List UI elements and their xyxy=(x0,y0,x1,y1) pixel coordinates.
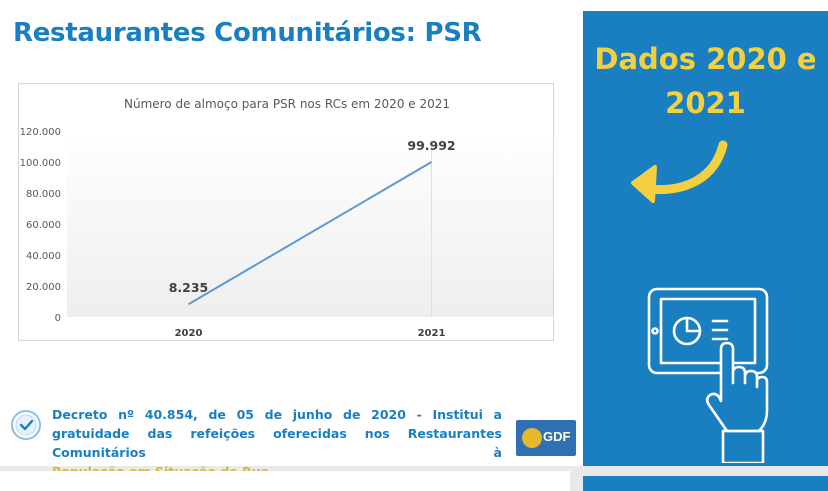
y-tick-label: 120.000 xyxy=(20,127,61,138)
chart: Número de almoço para PSR nos RCs em 202… xyxy=(18,83,554,341)
data-label: 99.992 xyxy=(407,138,455,153)
y-tick-label: 40.000 xyxy=(26,251,61,262)
curved-arrow-left-icon xyxy=(631,140,728,203)
series-line xyxy=(187,161,433,306)
tablet-touch-icon xyxy=(647,287,769,463)
panel-title: Dados 2020 e 2021 xyxy=(594,42,817,120)
decree-main: Decreto nº 40.854, de 05 de junho de 202… xyxy=(52,407,502,460)
gdf-logo-text: GDF xyxy=(543,429,571,444)
plot-area xyxy=(67,131,553,317)
y-tick-label: 60.000 xyxy=(26,220,61,231)
sun-icon xyxy=(522,428,542,448)
next-slide-peek xyxy=(0,471,570,491)
gdf-logo: GDF xyxy=(516,420,576,456)
y-tick-label: 20.000 xyxy=(26,282,61,293)
page-title: Restaurantes Comunitários: PSR xyxy=(13,18,482,48)
chart-svg: Número de almoço para PSR nos RCs em 202… xyxy=(20,97,553,339)
chart-title: Número de almoço para PSR nos RCs em 202… xyxy=(124,97,450,111)
next-panel-peek xyxy=(583,476,828,491)
y-tick-label: 100.000 xyxy=(20,158,61,169)
side-panel: Dados 2020 e 2021 xyxy=(583,11,828,466)
y-tick-label: 80.000 xyxy=(26,189,61,200)
x-tick-label: 2021 xyxy=(418,328,446,339)
decree-text: Decreto nº 40.854, de 05 de junho de 202… xyxy=(52,405,502,481)
x-tick-label: 2020 xyxy=(175,328,203,339)
y-tick-label: 0 xyxy=(55,313,61,324)
data-label: 8.235 xyxy=(169,280,209,295)
check-circle-icon xyxy=(11,410,41,440)
